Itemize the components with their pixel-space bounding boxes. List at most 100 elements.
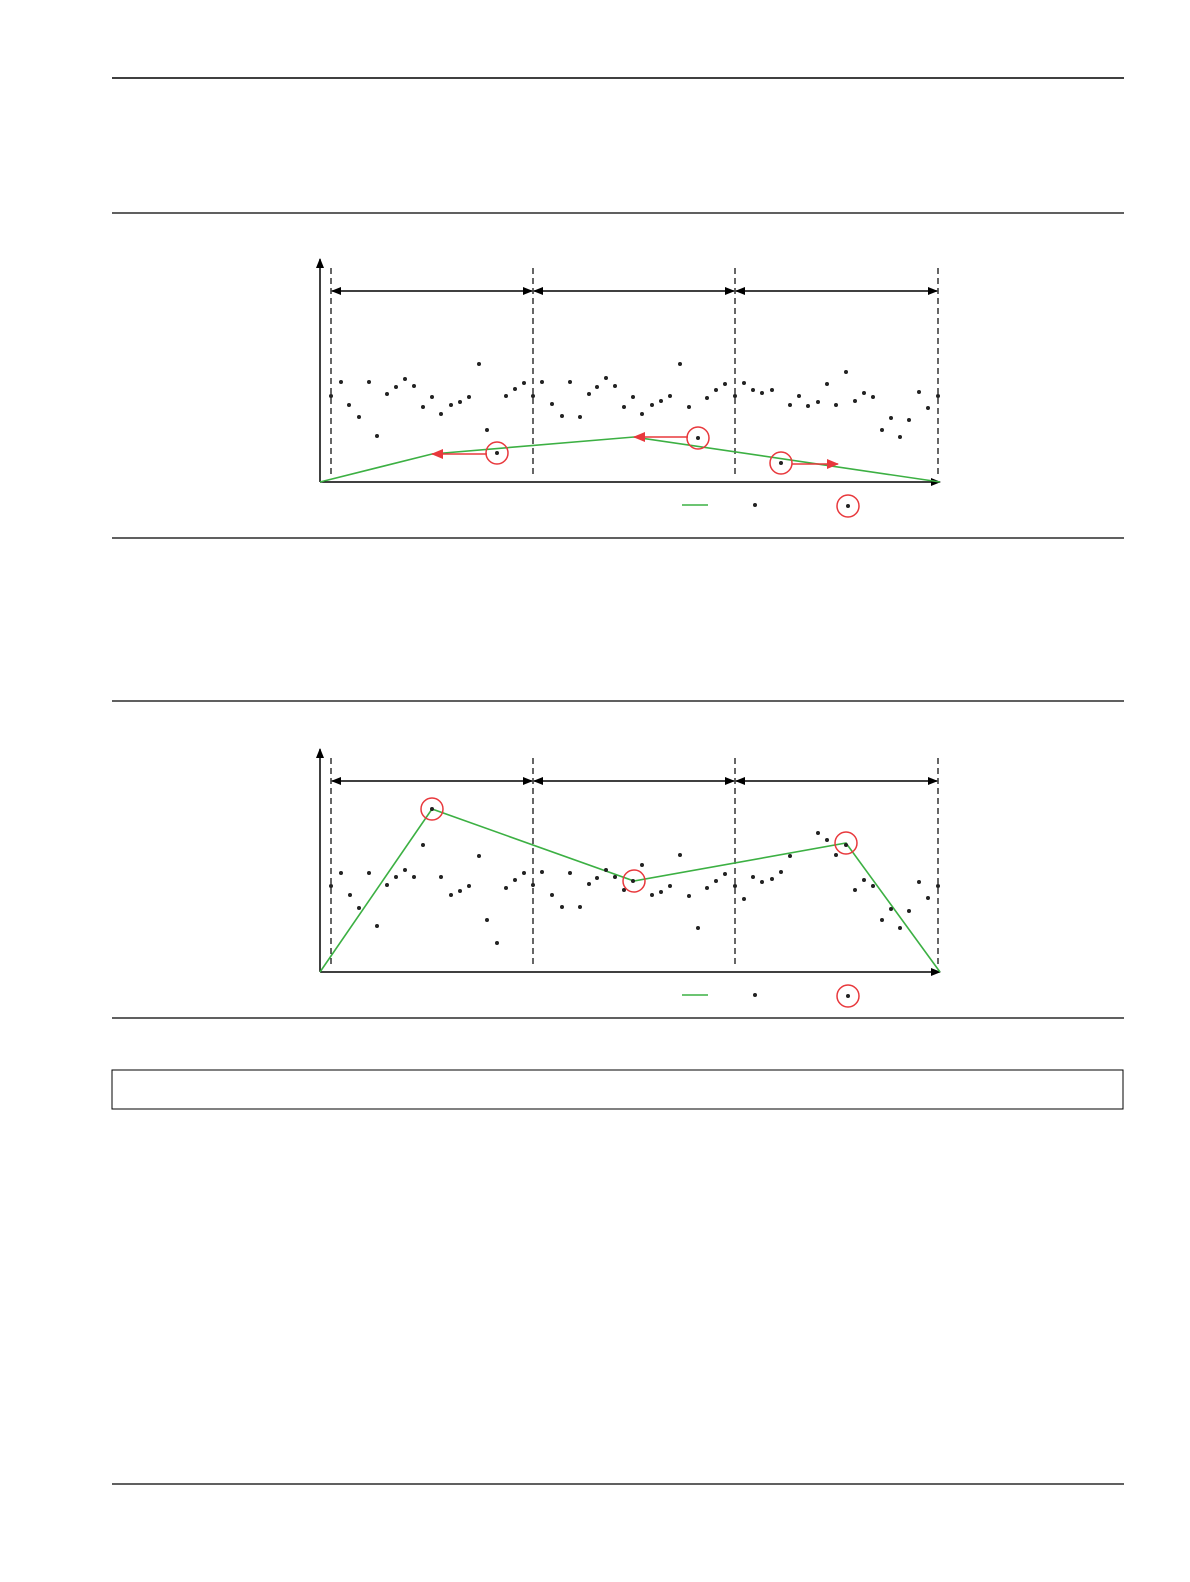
data-point (898, 435, 902, 439)
data-point (760, 880, 764, 884)
data-point (604, 376, 608, 380)
data-point (779, 870, 783, 874)
data-point (760, 391, 764, 395)
data-point (631, 395, 635, 399)
data-point (385, 392, 389, 396)
data-point (696, 436, 700, 440)
data-point (504, 886, 508, 890)
data-point (880, 428, 884, 432)
data-point (595, 385, 599, 389)
diagram (316, 258, 941, 518)
legend-dot (846, 994, 850, 998)
data-point (723, 872, 727, 876)
data-point (412, 384, 416, 388)
fitted-line (319, 436, 941, 483)
data-point (622, 888, 626, 892)
data-point (329, 394, 333, 398)
data-point (825, 838, 829, 842)
data-point (613, 384, 617, 388)
data-point (421, 843, 425, 847)
data-point (531, 883, 535, 887)
data-point (816, 831, 820, 835)
data-point (714, 879, 718, 883)
selected-point (769, 451, 793, 475)
legend-dot (753, 993, 757, 997)
data-point (659, 890, 663, 894)
data-point (853, 888, 857, 892)
data-point (751, 875, 755, 879)
data-point (797, 394, 801, 398)
data-point (613, 875, 617, 879)
data-point (550, 893, 554, 897)
data-point (631, 879, 635, 883)
data-point (595, 876, 599, 880)
data-point (650, 403, 654, 407)
data-point (522, 871, 526, 875)
selected-point (622, 869, 646, 893)
data-point (862, 391, 866, 395)
data-point (477, 362, 481, 366)
data-point (458, 400, 462, 404)
data-point (678, 853, 682, 857)
data-point (329, 884, 333, 888)
data-point (733, 884, 737, 888)
data-point (485, 918, 489, 922)
data-point (687, 894, 691, 898)
data-point (477, 854, 481, 858)
data-point (788, 854, 792, 858)
data-point (907, 909, 911, 913)
data-point (751, 388, 755, 392)
data-point (357, 906, 361, 910)
data-point (375, 924, 379, 928)
data-point (540, 380, 544, 384)
data-point (560, 414, 564, 418)
data-point (357, 415, 361, 419)
data-point (439, 875, 443, 879)
data-point (936, 394, 940, 398)
data-point (485, 428, 489, 432)
data-point (862, 878, 866, 882)
legend-circle (836, 984, 860, 1008)
data-point (668, 394, 672, 398)
legend-circle (836, 494, 860, 518)
data-point (439, 412, 443, 416)
data-point (467, 884, 471, 888)
data-point (522, 381, 526, 385)
selected-point (485, 441, 509, 465)
data-point (714, 388, 718, 392)
data-point (650, 893, 654, 897)
data-point (659, 399, 663, 403)
data-point (367, 380, 371, 384)
data-point (806, 404, 810, 408)
data-point (604, 868, 608, 872)
data-point (467, 395, 471, 399)
data-point (578, 905, 582, 909)
legend-dot (846, 504, 850, 508)
selected-point (686, 426, 710, 450)
data-point (449, 403, 453, 407)
data-point (696, 926, 700, 930)
rules (112, 77, 1124, 1485)
data-point (640, 863, 644, 867)
data-point (560, 905, 564, 909)
data-point (513, 387, 517, 391)
data-point (816, 400, 820, 404)
data-point (926, 896, 930, 900)
data-point (898, 926, 902, 930)
data-point (550, 402, 554, 406)
data-point (339, 380, 343, 384)
data-point (936, 884, 940, 888)
note-box (111, 1069, 1124, 1110)
data-point (568, 871, 572, 875)
data-point (430, 807, 434, 811)
data-point (723, 382, 727, 386)
data-point (770, 877, 774, 881)
data-point (421, 405, 425, 409)
data-point (540, 870, 544, 874)
data-point (640, 412, 644, 416)
data-point (578, 415, 582, 419)
data-point (705, 396, 709, 400)
data-point (889, 416, 893, 420)
data-point (834, 403, 838, 407)
